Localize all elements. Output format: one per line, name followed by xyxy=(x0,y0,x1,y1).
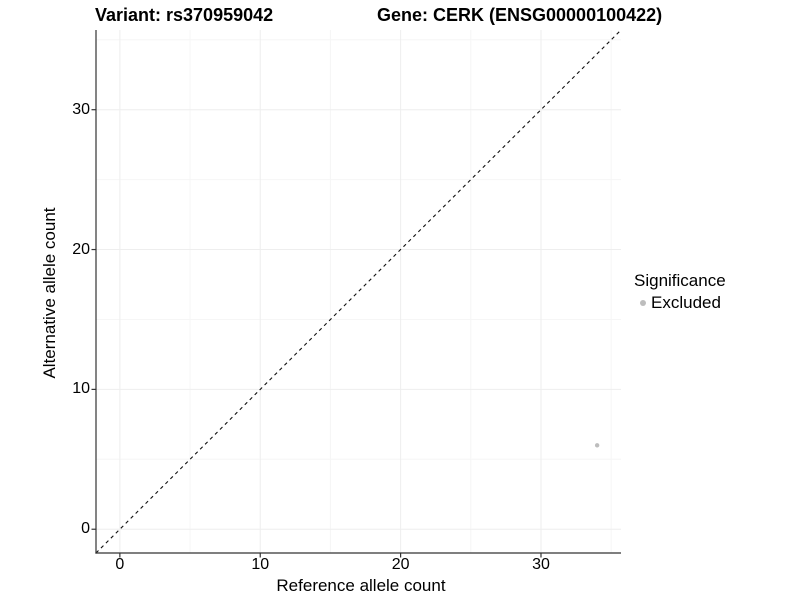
x-tick-label: 20 xyxy=(391,556,410,573)
legend-item-excluded: Excluded xyxy=(634,293,726,313)
legend-title: Significance xyxy=(634,271,726,290)
y-tick-label: 20 xyxy=(72,240,90,258)
legend: Significance Excluded xyxy=(634,271,726,313)
identity-dashed-line xyxy=(95,29,622,554)
x-tick-label: 30 xyxy=(532,556,550,573)
y-axis-title: Alternative allele count xyxy=(40,207,59,379)
legend-key-dot-icon xyxy=(640,300,646,306)
plot-title-variant: Variant: rs370959042 xyxy=(95,5,274,25)
x-tick-label: 0 xyxy=(115,556,125,573)
plot-title-gene: Gene: CERK (ENSG00000100422) xyxy=(377,5,663,25)
y-tick-label: 0 xyxy=(81,520,90,538)
y-tick-label: 10 xyxy=(72,380,90,398)
x-tick-label: 10 xyxy=(251,556,270,573)
y-tick-label: 30 xyxy=(72,100,90,118)
legend-item-label: Excluded xyxy=(651,293,721,312)
data-point xyxy=(594,443,600,448)
x-axis-title: Reference allele count xyxy=(276,576,446,595)
